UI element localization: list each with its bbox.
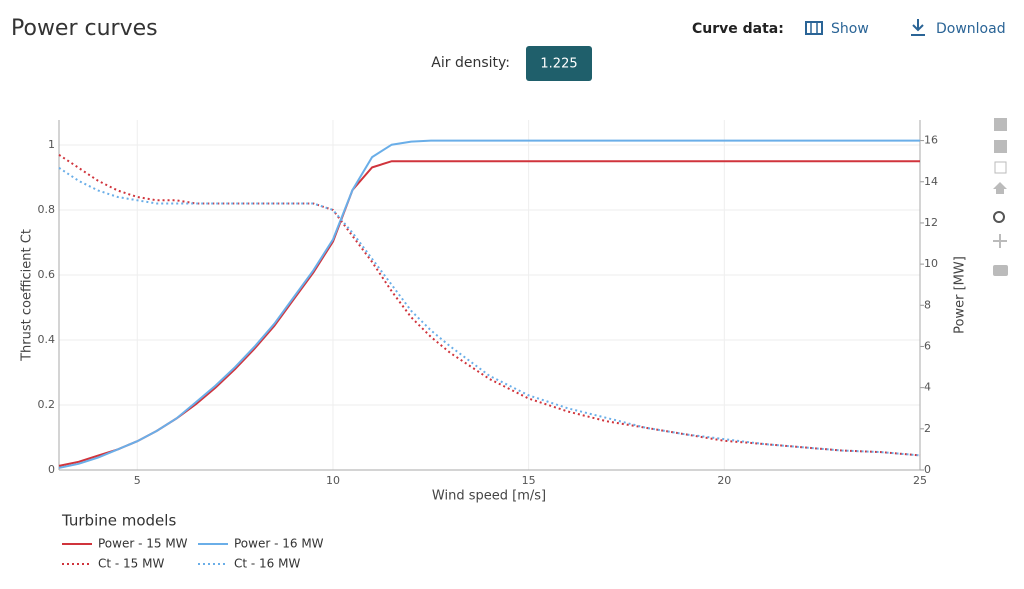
show-button[interactable]: Show (805, 21, 869, 37)
series-line (58, 153, 921, 457)
download-text: Download (936, 21, 1006, 37)
air-density-button[interactable]: 1.225 (526, 46, 592, 81)
camera-icon[interactable] (993, 265, 1008, 276)
y2-tick-label: 6 (924, 339, 931, 352)
toolbar (993, 118, 1008, 276)
y2-tick-label: 0 (924, 463, 931, 476)
download-icon (911, 19, 925, 36)
autoscale-icon[interactable] (994, 161, 1007, 174)
y2-tick-label: 10 (924, 257, 938, 270)
legend-label: Ct - 15 MW (98, 557, 164, 571)
series-line (58, 160, 920, 467)
y2-tick-label: 12 (924, 216, 938, 229)
y-tick-label: 0.6 (38, 268, 56, 281)
legend-label: Ct - 16 MW (234, 557, 300, 571)
y2-tick-label: 16 (924, 134, 938, 147)
x-tick-label: 25 (913, 474, 927, 487)
show-text: Show (831, 21, 869, 37)
legend-title: Turbine models (61, 512, 176, 530)
zoom-out-icon[interactable] (994, 140, 1007, 153)
page-title: Power curves (11, 16, 158, 41)
y-tick-label: 0 (48, 463, 55, 476)
y-tick-label: 0.4 (38, 333, 56, 346)
home-icon[interactable] (993, 182, 1007, 194)
y-axis-label: Thrust coefficient Ct (20, 229, 35, 362)
x-tick-label: 10 (326, 474, 340, 487)
zoom-in-icon[interactable] (994, 118, 1007, 131)
curve-data-label: Curve data: (692, 21, 784, 37)
x-tick-label: 20 (717, 474, 731, 487)
air-density-value: 1.225 (540, 57, 577, 72)
x-tick-label: 15 (522, 474, 536, 487)
legend-label: Power - 16 MW (234, 537, 324, 551)
air-density-box (526, 46, 592, 81)
x-tick-label: 5 (134, 474, 141, 487)
y2-tick-label: 2 (924, 422, 931, 435)
legend-label: Power - 15 MW (98, 537, 188, 551)
y2-tick-label: 14 (924, 175, 938, 188)
y-tick-label: 0.2 (38, 398, 56, 411)
y-tick-label: 0.8 (38, 203, 56, 216)
y2-tick-label: 8 (924, 298, 931, 311)
series-line (58, 139, 920, 469)
y2-tick-label: 4 (924, 381, 931, 394)
show-icon (805, 21, 823, 35)
series-line (58, 166, 921, 457)
air-density-label: Air density: (431, 55, 510, 71)
download-button[interactable]: Download (911, 19, 1006, 37)
x-axis-label: Wind speed [m/s] (432, 489, 546, 504)
y2-axis-label: Power [MW] (953, 256, 968, 334)
zoom-icon[interactable] (993, 211, 1005, 223)
pan-icon[interactable] (993, 234, 1007, 248)
y-tick-label: 1 (48, 138, 55, 151)
